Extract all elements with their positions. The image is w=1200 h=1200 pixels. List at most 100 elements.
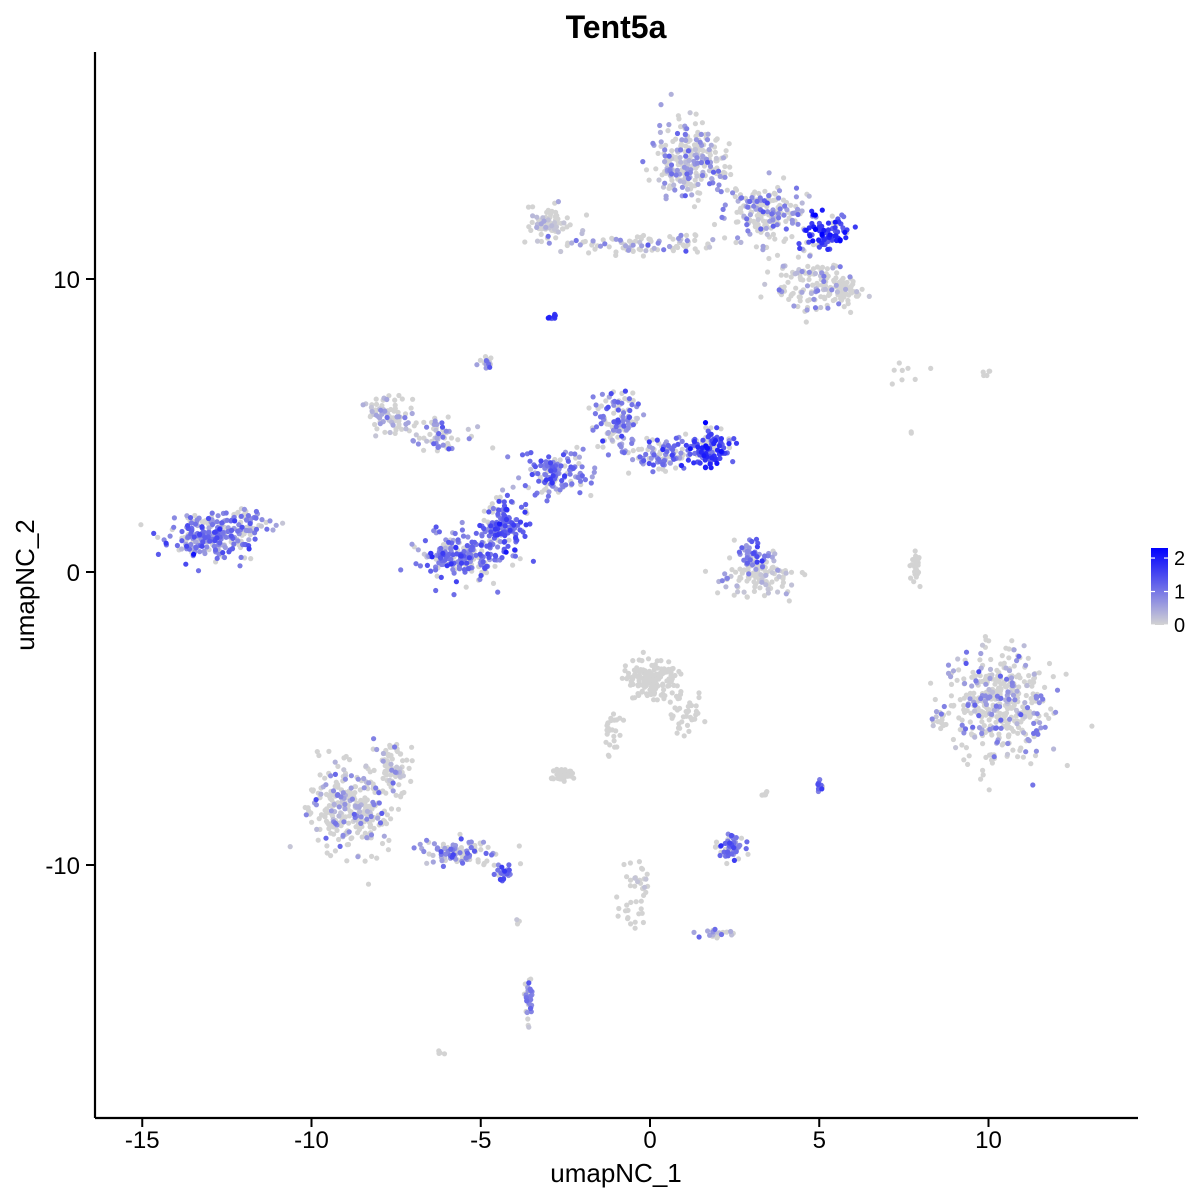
data-point xyxy=(966,753,972,759)
data-point xyxy=(772,236,778,242)
data-point xyxy=(678,124,684,130)
data-point xyxy=(609,437,615,443)
data-point xyxy=(536,478,542,484)
data-point xyxy=(753,574,759,580)
data-point xyxy=(191,551,197,557)
data-point xyxy=(1038,725,1044,731)
data-point xyxy=(444,563,450,569)
colorbar-tick-label: 0 xyxy=(1174,615,1185,637)
data-point xyxy=(908,430,914,436)
data-point xyxy=(643,248,649,254)
data-point xyxy=(997,673,1004,679)
x-axis-ticks: -15 -10 -5 0 5 10 xyxy=(125,1118,1002,1154)
data-point xyxy=(961,757,967,763)
data-point xyxy=(453,545,459,551)
data-point xyxy=(547,460,554,466)
data-point xyxy=(661,696,667,702)
data-point xyxy=(825,227,832,233)
data-point xyxy=(611,402,617,408)
data-point xyxy=(431,528,437,534)
data-point xyxy=(483,358,489,364)
data-point xyxy=(579,230,585,237)
data-point xyxy=(964,707,970,714)
data-point xyxy=(692,177,698,183)
data-point xyxy=(835,229,841,235)
data-point xyxy=(694,173,700,179)
data-point xyxy=(574,444,580,450)
data-point xyxy=(367,822,374,828)
data-point xyxy=(775,589,781,595)
data-point xyxy=(619,433,625,439)
data-point xyxy=(192,521,199,527)
data-point xyxy=(917,583,923,590)
data-point xyxy=(777,206,783,212)
data-point xyxy=(579,473,585,479)
data-point xyxy=(677,691,684,698)
data-point xyxy=(678,462,685,469)
data-point xyxy=(963,692,970,698)
data-point xyxy=(673,172,679,178)
data-point xyxy=(303,812,309,818)
data-point xyxy=(651,245,657,251)
data-point xyxy=(238,513,244,519)
data-point xyxy=(763,582,769,588)
data-point xyxy=(512,547,518,553)
data-point xyxy=(518,504,525,510)
data-point xyxy=(731,857,738,864)
data-point xyxy=(697,460,703,466)
data-point xyxy=(712,438,719,444)
data-point xyxy=(699,172,706,179)
data-point xyxy=(732,194,738,200)
data-point xyxy=(408,405,414,411)
data-point xyxy=(237,563,243,569)
data-point xyxy=(528,997,534,1003)
data-point xyxy=(766,170,772,176)
data-point xyxy=(677,154,683,161)
data-point xyxy=(663,142,669,148)
data-point xyxy=(710,169,717,175)
data-point xyxy=(763,572,769,578)
data-point xyxy=(455,437,461,443)
data-point xyxy=(364,816,370,822)
data-point xyxy=(202,535,208,541)
data-point xyxy=(502,523,508,529)
data-point xyxy=(542,472,549,478)
data-point xyxy=(803,319,809,325)
data-point xyxy=(622,396,628,402)
data-point xyxy=(432,418,438,424)
data-point xyxy=(816,237,822,243)
data-point xyxy=(658,139,664,145)
data-point xyxy=(724,575,731,581)
data-point xyxy=(219,520,225,526)
data-point xyxy=(443,428,449,434)
data-point xyxy=(666,666,672,673)
data-point xyxy=(762,281,768,287)
data-point xyxy=(337,843,343,850)
data-point xyxy=(769,554,775,560)
data-point xyxy=(538,221,544,227)
data-point xyxy=(239,524,245,530)
data-point xyxy=(977,673,983,679)
data-point xyxy=(709,455,715,461)
data-point xyxy=(822,286,829,292)
data-point xyxy=(373,396,379,402)
data-point xyxy=(543,477,549,483)
data-point xyxy=(188,541,194,548)
data-point xyxy=(534,224,540,230)
data-point xyxy=(253,508,259,515)
data-point xyxy=(980,741,986,747)
data-point xyxy=(313,802,319,808)
data-point xyxy=(551,313,558,319)
data-point xyxy=(380,775,386,782)
data-point xyxy=(686,157,692,164)
data-point xyxy=(328,830,334,836)
data-point xyxy=(528,466,534,472)
data-point xyxy=(324,820,330,826)
data-point xyxy=(739,195,745,201)
data-point xyxy=(388,752,394,759)
data-point xyxy=(957,697,963,703)
data-point xyxy=(824,266,831,272)
data-point xyxy=(1043,712,1049,718)
data-point xyxy=(611,733,617,739)
data-point xyxy=(459,527,465,533)
